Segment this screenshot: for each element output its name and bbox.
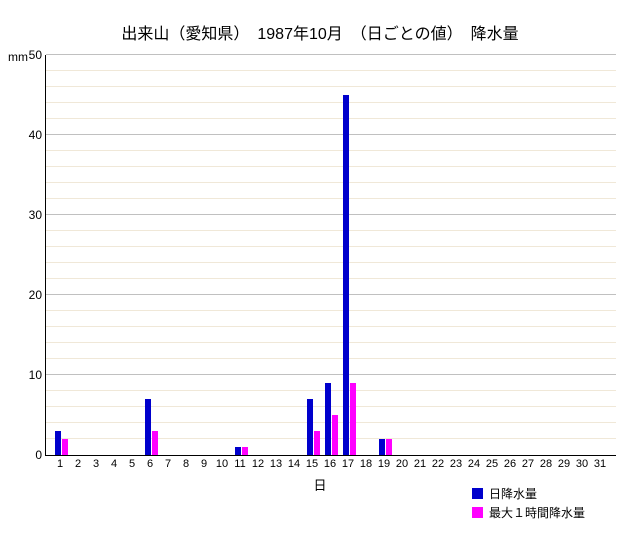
legend-label: 最大１時間降水量 <box>489 504 585 521</box>
gridline-minor <box>46 390 616 391</box>
y-tick-label: 40 <box>12 128 42 142</box>
x-tick-label: 8 <box>183 458 189 470</box>
x-tick-label: 5 <box>129 458 135 470</box>
gridline-minor <box>46 150 616 151</box>
gridline-major <box>46 134 616 135</box>
x-tick-label: 22 <box>432 458 444 470</box>
x-tick-label: 4 <box>111 458 117 470</box>
legend-swatch <box>472 507 483 518</box>
gridline-minor <box>46 118 616 119</box>
x-tick-label: 15 <box>306 458 318 470</box>
bar <box>325 383 331 455</box>
x-tick-label: 13 <box>270 458 282 470</box>
bar <box>145 399 151 455</box>
x-tick-label: 19 <box>378 458 390 470</box>
x-tick-label: 20 <box>396 458 408 470</box>
x-tick-label: 29 <box>558 458 570 470</box>
legend: 日降水量最大１時間降水量 <box>472 485 585 523</box>
plot-area <box>45 55 616 456</box>
x-tick-label: 17 <box>342 458 354 470</box>
legend-swatch <box>472 488 483 499</box>
x-tick-label: 30 <box>576 458 588 470</box>
legend-label: 日降水量 <box>489 485 537 502</box>
bar <box>235 447 241 455</box>
gridline-minor <box>46 102 616 103</box>
bar <box>55 431 61 455</box>
bar <box>242 447 248 455</box>
gridline-major <box>46 374 616 375</box>
bar <box>379 439 385 455</box>
bar <box>343 95 349 455</box>
x-tick-label: 24 <box>468 458 480 470</box>
gridline-minor <box>46 406 616 407</box>
x-tick-label: 7 <box>165 458 171 470</box>
gridline-major <box>46 54 616 55</box>
gridline-minor <box>46 262 616 263</box>
x-tick-label: 2 <box>75 458 81 470</box>
y-tick-label: 0 <box>12 448 42 462</box>
y-tick-label: 20 <box>12 288 42 302</box>
x-tick-label: 14 <box>288 458 300 470</box>
gridline-major <box>46 294 616 295</box>
x-tick-label: 1 <box>57 458 63 470</box>
gridline-minor <box>46 358 616 359</box>
bar <box>350 383 356 455</box>
gridline-minor <box>46 342 616 343</box>
x-tick-label: 23 <box>450 458 462 470</box>
bar <box>332 415 338 455</box>
y-tick-label: 10 <box>12 368 42 382</box>
y-tick-label: 50 <box>12 48 42 62</box>
gridline-major <box>46 214 616 215</box>
gridline-minor <box>46 86 616 87</box>
x-tick-label: 11 <box>234 458 245 470</box>
legend-item: 最大１時間降水量 <box>472 504 585 521</box>
y-tick-label: 30 <box>12 208 42 222</box>
bar <box>62 439 68 455</box>
x-tick-label: 27 <box>522 458 534 470</box>
x-tick-label: 12 <box>252 458 264 470</box>
x-tick-label: 25 <box>486 458 498 470</box>
gridline-minor <box>46 246 616 247</box>
gridline-minor <box>46 278 616 279</box>
x-tick-label: 21 <box>414 458 426 470</box>
gridline-minor <box>46 326 616 327</box>
legend-item: 日降水量 <box>472 485 585 502</box>
bar <box>314 431 320 455</box>
bar <box>152 431 158 455</box>
bar <box>307 399 313 455</box>
gridline-minor <box>46 166 616 167</box>
x-tick-label: 26 <box>504 458 516 470</box>
x-tick-label: 3 <box>93 458 99 470</box>
bar <box>386 439 392 455</box>
x-tick-label: 10 <box>216 458 228 470</box>
gridline-minor <box>46 230 616 231</box>
x-tick-label: 31 <box>594 458 606 470</box>
x-tick-label: 18 <box>360 458 372 470</box>
chart-title: 出来山（愛知県） 1987年10月 （日ごとの値） 降水量 <box>0 20 640 44</box>
gridline-minor <box>46 182 616 183</box>
x-tick-label: 28 <box>540 458 552 470</box>
gridline-minor <box>46 70 616 71</box>
gridline-minor <box>46 310 616 311</box>
x-tick-label: 16 <box>324 458 336 470</box>
x-tick-label: 6 <box>147 458 153 470</box>
chart-container: 出来山（愛知県） 1987年10月 （日ごとの値） 降水量 mm 日 日降水量最… <box>0 0 640 540</box>
x-tick-label: 9 <box>201 458 207 470</box>
gridline-minor <box>46 198 616 199</box>
